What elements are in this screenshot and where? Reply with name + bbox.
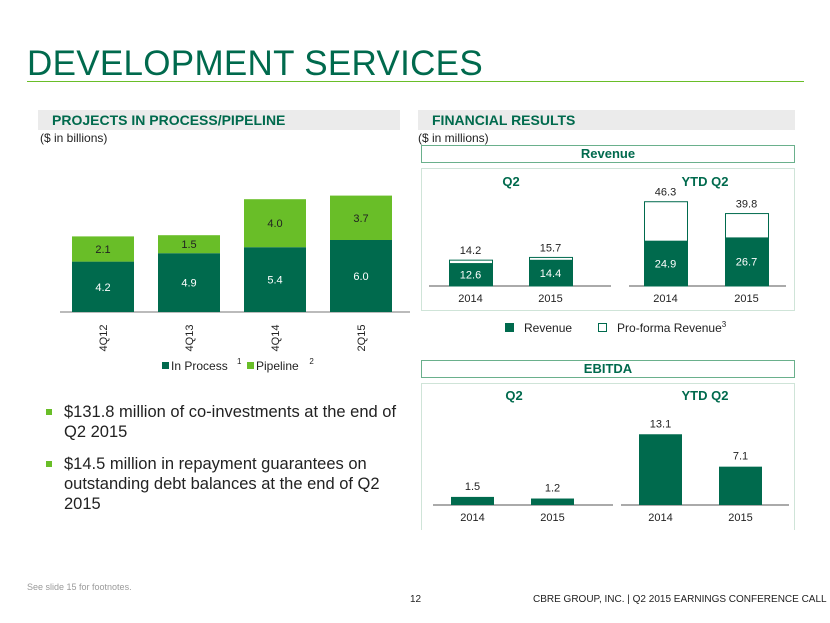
bar-in-process [158, 253, 220, 312]
data-label: 4.2 [95, 282, 110, 294]
bullet-text: $14.5 million in repayment guarantees on… [64, 455, 380, 513]
section-title-projects: PROJECTS IN PROCESS/PIPELINE [38, 110, 400, 130]
bullet-item: $131.8 million of co-investments at the … [44, 402, 404, 442]
bar-in-process [72, 261, 134, 312]
bullet-item: $14.5 million in repayment guarantees on… [44, 454, 404, 514]
data-label-total: 46.3 [655, 187, 676, 199]
bar-revenue [725, 237, 769, 286]
ebitda-panel [421, 383, 795, 530]
data-label-total: 15.7 [540, 242, 561, 254]
bar-revenue [644, 240, 688, 286]
bar-pipeline [158, 235, 220, 254]
ebitda-header: EBITDA [421, 360, 795, 378]
bar-in-process [330, 240, 392, 312]
bar-pipeline [330, 195, 392, 240]
data-label: 4.0 [267, 218, 282, 230]
group-title: YTD Q2 [682, 388, 729, 403]
data-label: 4.9 [181, 278, 196, 290]
legend-item-proforma: Pro-forma Revenue3 [598, 320, 726, 335]
legend-proforma-text: Pro-forma Revenue [617, 321, 722, 335]
bar-in-process [244, 247, 306, 312]
footer-company: CBRE GROUP, INC. | Q2 2015 EARNINGS CONF… [533, 594, 827, 605]
bullet-marker-icon [46, 461, 52, 467]
x-tick-label: 2014 [648, 512, 672, 524]
x-tick-label: 2015 [538, 293, 562, 305]
bar-ebitda [719, 466, 762, 505]
footnote: See slide 15 for footnotes. [27, 582, 132, 592]
x-tick-label: 4Q12 [98, 325, 110, 352]
legend-label: In Process [171, 359, 228, 373]
bar-ebitda [639, 434, 682, 505]
data-label-revenue: 24.9 [655, 258, 676, 270]
data-label: 1.5 [181, 239, 196, 251]
unit-label-millions: ($ in millions) [418, 131, 489, 145]
data-label-total: 39.8 [736, 199, 757, 211]
legend-label-revenue: Revenue [524, 320, 573, 335]
data-label: 3.7 [353, 213, 368, 225]
ebitda-chart: Q2 1.5 2014 1.2 2015 YTD Q2 13.1 2014 7.1 2015 [433, 388, 789, 524]
data-label: 7.1 [733, 451, 748, 463]
bar-ebitda [531, 498, 574, 505]
bullet-list: $131.8 million of co-investments at the … [44, 402, 404, 526]
title-divider [27, 81, 804, 82]
bar-pipeline [244, 199, 306, 248]
x-tick-label: 2014 [653, 293, 677, 305]
section-title-financial: FINANCIAL RESULTS [418, 110, 795, 130]
revenue-legend: Revenue Pro-forma Revenue3 [505, 320, 726, 335]
x-tick-label: 2015 [540, 512, 564, 524]
group-title: YTD Q2 [682, 174, 729, 189]
legend-swatch [162, 362, 169, 369]
group-title: Q2 [505, 388, 522, 403]
legend-footnote: 1 [237, 357, 242, 366]
page-number: 12 [410, 594, 422, 605]
bar-pipeline [72, 236, 134, 262]
data-label-revenue: 26.7 [736, 257, 757, 269]
revenue-chart: Q2 12.6 14.2 2014 14.4 15.7 2015 YTD Q2 24.9 46.3… [429, 174, 786, 305]
legend-item-revenue: Revenue [505, 321, 572, 335]
x-tick-label: 4Q13 [184, 325, 196, 352]
legend-swatch-revenue [505, 323, 514, 332]
revenue-header: Revenue [421, 145, 795, 163]
data-label: 6.0 [353, 271, 368, 283]
legend-label: Pipeline [256, 359, 299, 373]
x-tick-label: 2Q15 [356, 325, 368, 352]
legend-swatch [247, 362, 254, 369]
data-label: 1.5 [465, 481, 480, 493]
data-label: 2.1 [95, 244, 110, 256]
pipeline-chart: 4.2 2.1 4Q12 4.9 1.5 4Q13 5.4 4.0 4Q14 6.0 3.7 2Q15… [60, 195, 410, 373]
x-tick-label: 2015 [728, 512, 752, 524]
data-label-revenue: 14.4 [540, 268, 561, 280]
x-tick-label: 4Q14 [270, 325, 282, 352]
legend-proforma-footnote: 3 [721, 320, 727, 329]
x-tick-label: 2015 [734, 293, 758, 305]
x-tick-label: 2014 [458, 293, 482, 305]
bar-revenue [529, 259, 573, 286]
data-label: 13.1 [650, 418, 671, 430]
revenue-panel [421, 168, 795, 311]
x-tick-label: 2014 [460, 512, 484, 524]
data-label-revenue: 12.6 [460, 270, 481, 282]
bar-ebitda [451, 496, 494, 505]
bullet-marker-icon [46, 409, 52, 415]
legend-label-proforma: Pro-forma Revenue3 [617, 320, 726, 335]
page-title: DEVELOPMENT SERVICES [27, 44, 483, 83]
group-title: Q2 [502, 174, 519, 189]
bar-revenue [449, 263, 493, 286]
bullet-text: $131.8 million of co-investments at the … [64, 403, 397, 441]
data-label: 1.2 [545, 483, 560, 495]
data-label: 5.4 [267, 275, 282, 287]
legend-footnote: 2 [309, 357, 314, 366]
unit-label-billions: ($ in billions) [40, 131, 108, 145]
data-label-total: 14.2 [460, 245, 481, 257]
legend-swatch-proforma [598, 323, 608, 332]
